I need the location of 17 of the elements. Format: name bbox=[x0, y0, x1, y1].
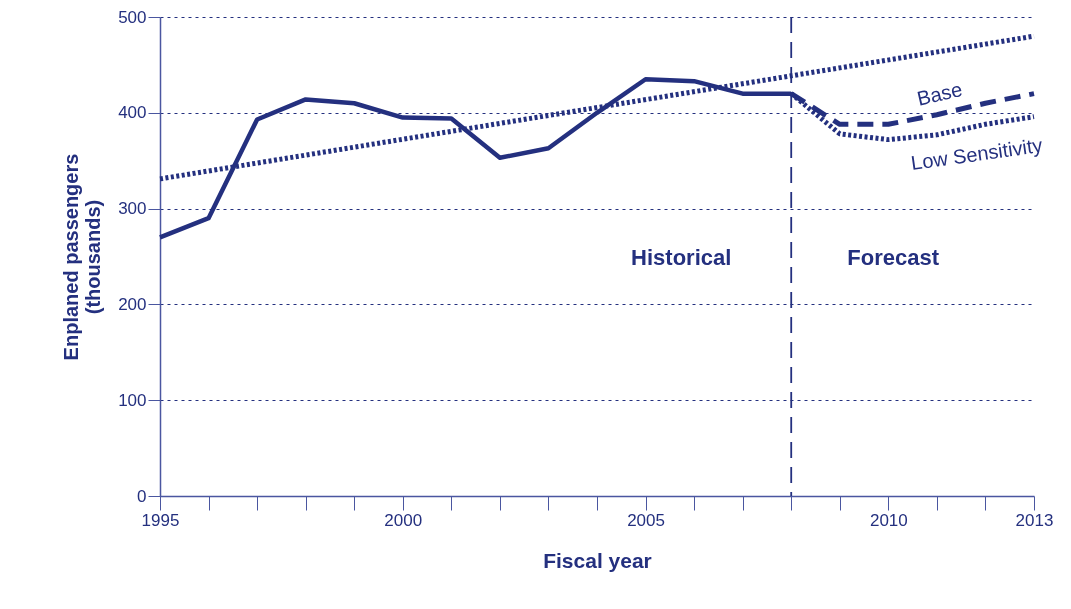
x-tick-label: 2010 bbox=[869, 510, 908, 530]
y-tick-label: 100 bbox=[118, 390, 147, 410]
annotation: Forecast bbox=[847, 245, 940, 270]
x-tick-label: 2013 bbox=[1015, 510, 1054, 530]
y-tick-label: 300 bbox=[118, 199, 147, 219]
x-tick-label: 2005 bbox=[627, 510, 665, 530]
y-axis-title: Enplaned passengers (thousands) bbox=[60, 153, 105, 361]
y-tick-label: 500 bbox=[118, 7, 147, 27]
y-tick-label: 200 bbox=[118, 294, 147, 314]
x-axis-title: Fiscal year bbox=[543, 548, 652, 572]
x-tick-label: 2000 bbox=[384, 510, 423, 530]
y-tick-label: 0 bbox=[137, 486, 147, 506]
annotation: Historical bbox=[631, 245, 732, 270]
x-tick-label: 1995 bbox=[141, 510, 180, 530]
text: Base bbox=[914, 78, 965, 110]
y-tick-label: 400 bbox=[118, 103, 147, 123]
text: Low Sensitivity bbox=[909, 133, 1044, 175]
